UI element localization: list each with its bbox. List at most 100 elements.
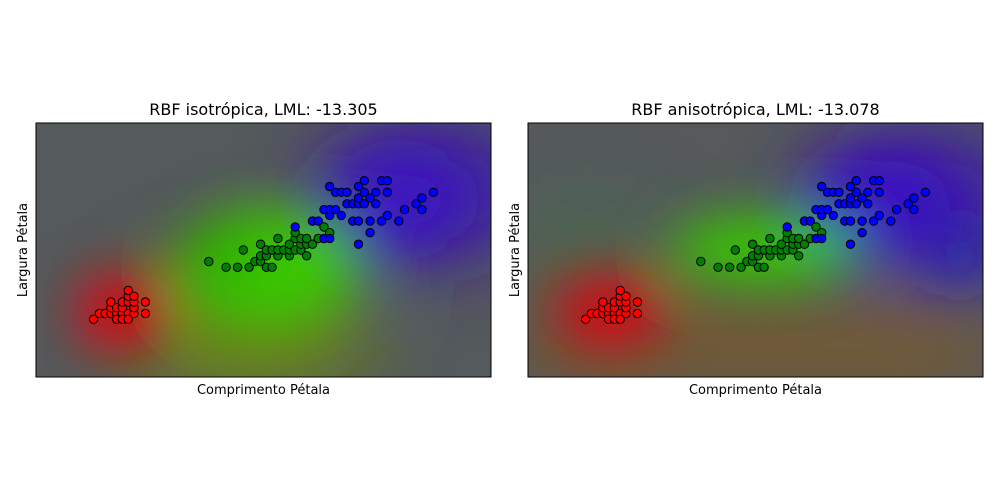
data-point-class-1 [794, 251, 804, 261]
data-point-class-2 [874, 187, 884, 198]
data-point-class-0 [88, 314, 99, 324]
data-point-class-2 [874, 176, 884, 186]
data-point-class-2 [805, 216, 815, 226]
data-point-class-2 [365, 228, 375, 238]
data-point-class-2 [845, 239, 856, 249]
data-point-class-2 [857, 216, 867, 226]
data-point-class-2 [411, 199, 421, 209]
data-point-class-1 [204, 256, 214, 267]
data-point-class-2 [371, 199, 381, 209]
data-point-class-1 [736, 262, 746, 272]
data-point-class-2 [359, 199, 369, 209]
panel-isotropic: RBF isotrópica, LML: -13.305 Comprimento… [16, 100, 492, 398]
data-point-class-2 [822, 204, 833, 215]
data-point-class-2 [845, 181, 856, 192]
data-point-class-1 [713, 262, 723, 272]
data-point-class-2 [428, 187, 439, 198]
data-point-class-1 [696, 256, 706, 267]
data-point-class-2 [290, 222, 300, 232]
data-point-class-2 [909, 193, 919, 203]
axes-frame [527, 122, 984, 378]
data-point-class-2 [909, 204, 919, 215]
data-point-class-0 [598, 297, 608, 307]
data-point-class-1 [273, 233, 283, 244]
data-point-class-2 [359, 187, 369, 198]
data-point-class-1 [319, 222, 329, 232]
chart-title: RBF isotrópica, LML: -13.305 [149, 100, 377, 119]
data-point-class-2 [828, 210, 838, 221]
data-point-class-1 [307, 239, 318, 249]
data-point-class-2 [353, 181, 364, 192]
data-point-class-1 [776, 239, 787, 249]
data-point-class-1 [811, 222, 821, 232]
data-point-class-1 [747, 239, 758, 249]
y-axis-label: Largura Pétala [508, 203, 523, 297]
data-point-class-2 [353, 239, 364, 249]
x-axis-label: Comprimento Pétala [689, 383, 822, 398]
data-point-class-0 [621, 291, 631, 301]
data-point-class-1 [799, 239, 810, 249]
data-point-class-2 [845, 193, 856, 203]
data-point-class-0 [123, 285, 133, 296]
data-point-class-2 [313, 216, 323, 226]
data-point-class-2 [920, 187, 931, 198]
data-point-class-0 [632, 297, 643, 307]
data-point-class-1 [221, 262, 231, 272]
data-point-class-2 [851, 199, 861, 209]
data-point-class-2 [325, 181, 335, 192]
y-axis-label: Largura Pétala [16, 203, 31, 297]
points-layer [580, 176, 931, 324]
data-point-class-2 [851, 187, 861, 198]
data-point-class-0 [580, 314, 591, 324]
data-point-class-0 [129, 291, 139, 301]
data-point-class-1 [765, 233, 775, 244]
data-point-class-1 [730, 245, 740, 255]
data-point-class-2 [868, 216, 879, 226]
data-point-class-2 [857, 228, 867, 238]
data-point-class-2 [874, 210, 884, 221]
data-point-class-1 [794, 233, 804, 244]
data-point-class-2 [365, 216, 375, 226]
data-point-class-2 [382, 176, 392, 186]
data-point-class-2 [376, 216, 387, 226]
data-point-class-2 [399, 204, 410, 215]
data-point-class-0 [615, 314, 625, 324]
data-point-class-2 [353, 216, 364, 226]
panel-anisotropic: RBF anisotrópica, LML: -13.078 Comprimen… [508, 100, 984, 398]
data-point-class-1 [244, 262, 254, 272]
data-point-class-2 [782, 222, 792, 232]
data-point-class-2 [886, 216, 896, 226]
data-point-class-2 [845, 216, 856, 226]
data-point-class-0 [632, 308, 643, 319]
data-point-class-2 [851, 176, 861, 186]
data-point-class-1 [284, 239, 295, 249]
data-point-class-2 [359, 176, 369, 186]
data-point-class-2 [834, 187, 844, 198]
data-point-class-2 [863, 199, 873, 209]
data-point-class-2 [382, 210, 392, 221]
data-point-class-1 [302, 233, 312, 244]
data-point-class-2 [353, 193, 364, 203]
data-point-class-2 [863, 187, 873, 198]
data-point-class-2 [394, 216, 404, 226]
data-point-class-2 [891, 204, 902, 215]
data-point-class-2 [342, 187, 352, 198]
data-point-class-2 [417, 204, 427, 215]
data-point-class-2 [336, 210, 346, 221]
data-point-class-2 [365, 193, 375, 203]
data-point-class-2 [382, 187, 392, 198]
data-point-class-1 [759, 262, 769, 272]
chart-title: RBF anisotrópica, LML: -13.078 [631, 100, 879, 119]
data-point-class-2 [330, 204, 341, 215]
data-point-class-2 [371, 187, 381, 198]
data-point-class-2 [325, 233, 335, 244]
data-point-class-1 [267, 262, 277, 272]
axes-frame [35, 122, 492, 378]
points-layer [88, 176, 439, 324]
data-point-class-1 [232, 262, 243, 272]
data-point-class-1 [302, 251, 312, 261]
data-point-class-2 [817, 181, 827, 192]
data-point-class-0 [615, 285, 625, 296]
probability-map [528, 123, 983, 377]
